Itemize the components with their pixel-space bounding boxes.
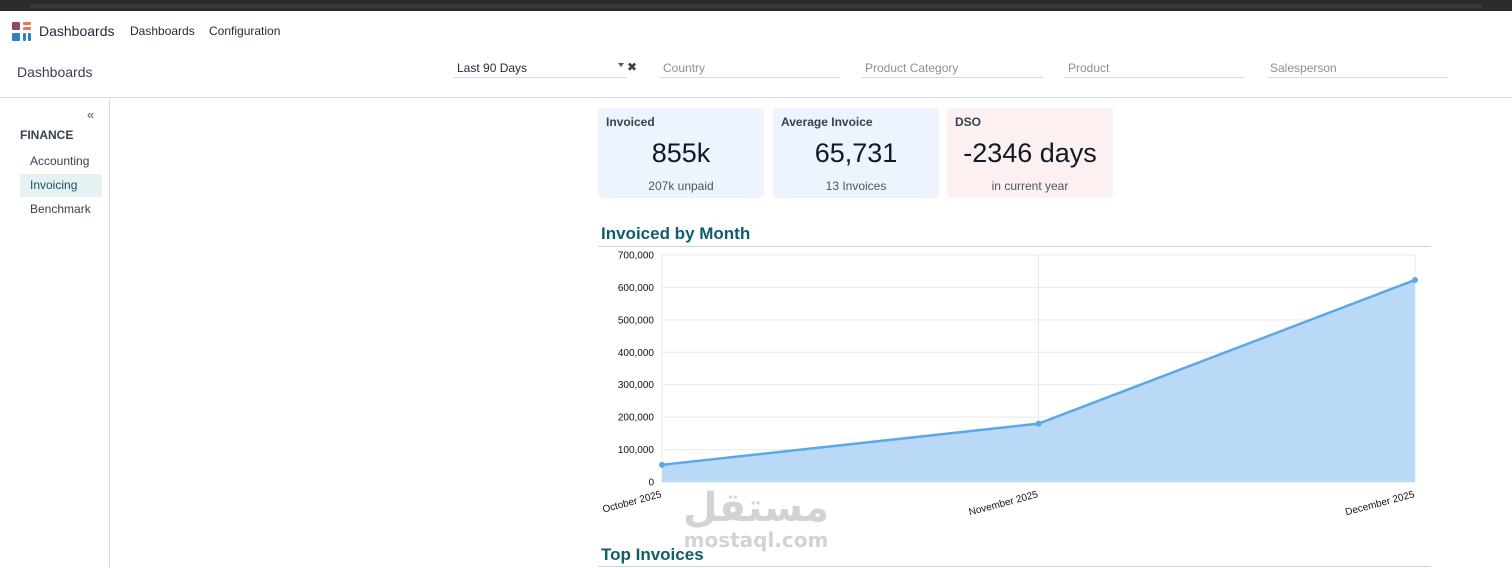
kpi-card-value: 855k — [651, 138, 711, 168]
y-tick-label: 500,000 — [618, 315, 655, 326]
window-top-strip — [0, 0, 1512, 11]
series-area — [662, 279, 1415, 482]
x-tick-label: October 2025 — [601, 489, 663, 515]
top-navbar: Dashboards Dashboards Configuration — [0, 11, 1512, 51]
section-divider — [598, 566, 1431, 567]
kpi-card-subtitle: in current year — [991, 179, 1069, 193]
sidebar-item-accounting[interactable]: Accounting — [30, 154, 90, 168]
period-filter-value: Last 90 Days — [457, 61, 528, 75]
kpi-card-value: -2346 days — [963, 138, 1097, 168]
menu-item-configuration[interactable]: Configuration — [209, 24, 281, 38]
salesperson-filter-placeholder: Salesperson — [1270, 61, 1337, 75]
sidebar-section-finance: FINANCE — [20, 128, 74, 142]
sidebar: « FINANCE Accounting Invoicing Benchmark — [0, 99, 110, 568]
y-tick-label: 700,000 — [618, 251, 655, 262]
sidebar-item-invoicing[interactable]: Invoicing — [20, 174, 102, 197]
close-icon[interactable]: ✖ — [627, 60, 638, 74]
watermark-arabic: مستقل — [682, 485, 830, 531]
product-category-filter-input[interactable]: Product Category — [862, 60, 1043, 78]
dashboard-grid-icon[interactable] — [12, 22, 32, 42]
app-name[interactable]: Dashboards — [39, 23, 115, 39]
data-point — [1035, 420, 1042, 427]
y-tick-label: 400,000 — [618, 348, 655, 359]
x-tick-label: December 2025 — [1344, 489, 1416, 518]
watermark: مستقل mostaql.com — [681, 485, 831, 552]
product-filter-placeholder: Product — [1068, 61, 1110, 75]
y-tick-label: 300,000 — [618, 380, 655, 391]
x-tick-label: November 2025 — [968, 489, 1040, 518]
caret-down-icon — [618, 63, 624, 67]
y-tick-label: 200,000 — [618, 413, 655, 424]
data-point — [1412, 276, 1418, 283]
invoiced-by-month-chart: 0 100,000 200,000 300,000 400,000 500,000 600,… — [601, 251, 1418, 518]
country-filter-input[interactable]: Country — [660, 60, 840, 78]
double-chevron-left-icon[interactable]: « — [87, 107, 95, 122]
top-invoices-title: Top Invoices — [601, 545, 704, 564]
product-category-filter-placeholder: Product Category — [865, 61, 959, 75]
kpi-card-subtitle: 13 Invoices — [825, 179, 887, 193]
kpi-card-subtitle: 207k unpaid — [648, 179, 714, 193]
salesperson-filter-input[interactable]: Salesperson — [1267, 60, 1447, 78]
y-tick-label: 0 — [648, 478, 654, 489]
dso-kpi-card[interactable]: DSO -2346 days in current year — [947, 108, 1113, 198]
kpi-card-title: Invoiced — [606, 115, 655, 129]
y-tick-label: 100,000 — [618, 445, 655, 456]
invoiced-by-month-title: Invoiced by Month — [601, 224, 751, 243]
data-point — [659, 461, 665, 468]
kpi-card-title: DSO — [955, 115, 982, 129]
kpi-card-value: 65,731 — [814, 138, 898, 168]
watermark-latin: mostaql.com — [683, 528, 829, 552]
product-filter-input[interactable]: Product — [1065, 60, 1245, 78]
period-filter-select[interactable]: Last 90 Days — [454, 60, 626, 78]
menu-item-dashboards[interactable]: Dashboards — [130, 24, 195, 38]
y-tick-label: 600,000 — [618, 283, 655, 294]
country-filter-placeholder: Country — [663, 61, 706, 75]
sidebar-item-benchmark[interactable]: Benchmark — [30, 202, 91, 216]
control-panel: Dashboards Last 90 Days ✖ Country Produc… — [0, 51, 1512, 98]
average-invoice-kpi-card[interactable]: Average Invoice 65,731 13 Invoices — [773, 108, 939, 198]
breadcrumb: Dashboards — [17, 64, 93, 80]
section-divider — [598, 246, 1431, 247]
invoiced-kpi-card[interactable]: Invoiced 855k 207k unpaid — [598, 108, 764, 198]
kpi-card-title: Average Invoice — [781, 115, 873, 129]
